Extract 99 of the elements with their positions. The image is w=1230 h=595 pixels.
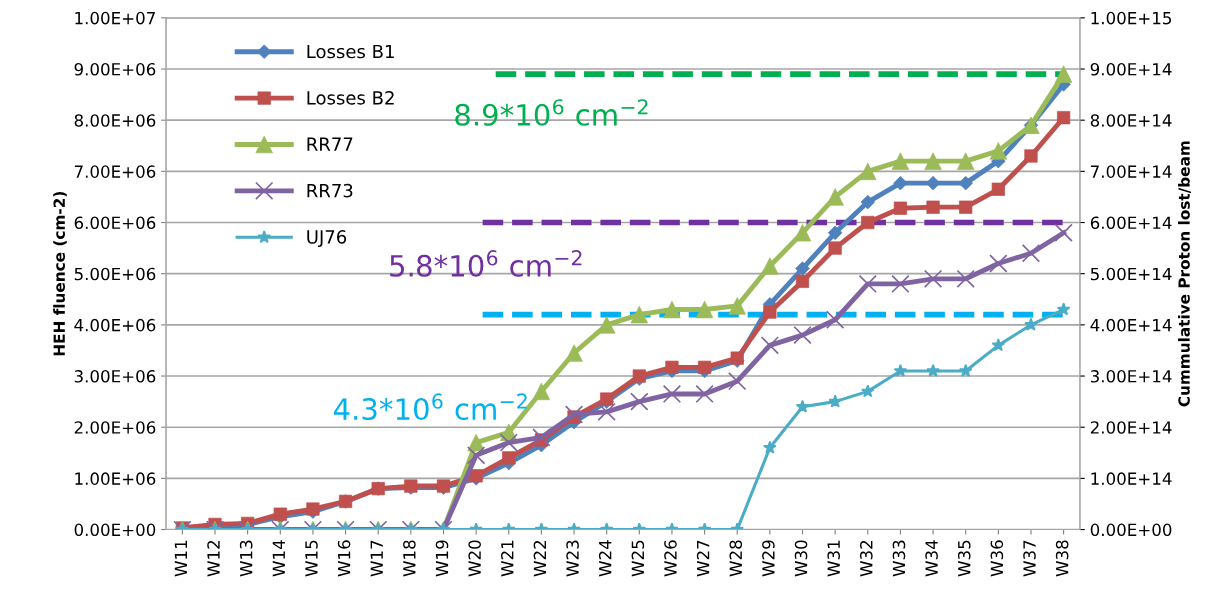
point — [923, 269, 943, 288]
point — [989, 254, 1008, 273]
y-tick-label: 0.00E+00 — [74, 523, 156, 537]
point — [861, 384, 875, 398]
y-tick-label: 5.00E+06 — [74, 267, 156, 281]
x-tick-label: W33 — [892, 540, 906, 577]
y-tick-label: 2.00E+06 — [74, 421, 156, 434]
y2-tick-label: 3.00E+14 — [1090, 370, 1172, 383]
legend-label: RR73 — [307, 183, 353, 198]
y-tick-label: 1.00E+07 — [75, 11, 155, 25]
x-tick-label: W19 — [435, 540, 449, 577]
point — [825, 310, 845, 329]
x-tick-label: W12 — [207, 540, 220, 577]
point — [893, 363, 908, 377]
ref-line-label: 5.8*10$^{6}$ cm$^{−2}$ — [390, 250, 582, 277]
legend-label: UJ76 — [307, 230, 347, 248]
y-tick-label: 4.00E+06 — [74, 318, 156, 332]
y2-tick-label: 7.00E+14 — [1091, 165, 1172, 178]
x-tick-label: W20 — [468, 540, 481, 577]
point — [1021, 244, 1041, 263]
point — [828, 394, 842, 408]
point — [1054, 223, 1073, 242]
x-tick-label: W26 — [664, 540, 677, 577]
point — [858, 274, 877, 294]
legend-label: Losses B2 — [307, 91, 394, 105]
ref-line-label: 4.3*10$^{6}$ cm$^{−2}$ — [333, 393, 527, 421]
y-tick-label: 9.00E+06 — [74, 62, 156, 76]
point — [695, 384, 714, 404]
point — [991, 182, 1005, 196]
point — [891, 274, 910, 294]
x-tick-label: W16 — [337, 540, 351, 577]
point — [597, 402, 616, 422]
x-tick-label: W35 — [957, 540, 971, 577]
x-tick-label: W14 — [272, 540, 285, 577]
point — [630, 392, 649, 411]
x-tick-label: W13 — [239, 540, 253, 577]
y2-tick-label: 2.00E+14 — [1090, 421, 1172, 434]
point — [564, 405, 584, 424]
point — [663, 300, 681, 319]
x-tick-label: W31 — [827, 540, 840, 577]
point — [1056, 302, 1071, 316]
x-tick-label: W22 — [533, 540, 546, 577]
ref-line-label: 8.9*10$^{6}$ cm$^{−2}$ — [455, 99, 648, 126]
y2-tick-label: 0.00E+00 — [1090, 523, 1172, 537]
point — [499, 433, 518, 452]
y-tick-label: 7.00E+06 — [74, 165, 156, 178]
point — [793, 325, 812, 345]
x-tick-label: W11 — [174, 540, 187, 577]
point — [532, 428, 551, 447]
y2-tick-label: 8.00E+14 — [1090, 114, 1172, 127]
x-tick-label: W15 — [305, 540, 318, 577]
point — [728, 371, 747, 391]
point — [861, 215, 875, 230]
point — [956, 269, 975, 288]
x-tick-label: W37 — [1023, 540, 1036, 577]
point — [760, 336, 780, 355]
point — [662, 384, 682, 404]
y2-tick-label: 1.00E+15 — [1091, 11, 1172, 25]
point — [1024, 317, 1038, 331]
x-tick-label: W17 — [370, 540, 383, 577]
point — [893, 201, 908, 215]
x-tick-label: W21 — [500, 540, 514, 577]
x-tick-label: W25 — [631, 540, 645, 577]
legend-label: RR77 — [307, 137, 353, 151]
y-tick-label: 6.00E+06 — [74, 216, 156, 230]
x-tick-label: W34 — [925, 540, 938, 577]
y-tick-label: 8.00E+06 — [74, 114, 156, 127]
point — [893, 175, 908, 191]
x-tick-label: W23 — [566, 540, 579, 577]
point — [926, 363, 940, 377]
point — [532, 382, 551, 401]
y2-axis-title: Cummulative Proton lost/beam — [1178, 141, 1192, 407]
y2-tick-label: 6.00E+14 — [1090, 216, 1172, 230]
y-tick-label: 3.00E+06 — [74, 370, 156, 383]
point — [958, 363, 973, 377]
point — [991, 338, 1006, 352]
y-tick-label: 1.00E+06 — [75, 472, 156, 485]
y-axis-title: HEH fluence (cm-2) — [53, 192, 67, 356]
x-tick-label: W18 — [403, 540, 416, 577]
x-tick-label: W38 — [1055, 540, 1069, 577]
y2-tick-label: 4.00E+14 — [1090, 318, 1172, 332]
point — [665, 360, 679, 374]
x-tick-label: W32 — [860, 540, 873, 577]
point — [763, 440, 777, 454]
x-tick-label: W36 — [990, 540, 1004, 577]
point — [1057, 111, 1071, 125]
x-tick-label: W24 — [598, 540, 612, 577]
x-tick-label: W28 — [729, 540, 743, 577]
x-tick-label: W29 — [762, 540, 775, 577]
x-tick-label: W30 — [794, 540, 808, 577]
y2-tick-label: 9.00E+14 — [1090, 62, 1172, 76]
legend-label: Losses B1 — [307, 44, 394, 59]
point — [795, 399, 810, 413]
x-tick-label: W27 — [696, 540, 710, 577]
y2-tick-label: 5.00E+14 — [1090, 267, 1172, 281]
y2-tick-label: 1.00E+14 — [1091, 472, 1172, 485]
point — [466, 446, 486, 465]
point — [697, 360, 712, 374]
point — [859, 162, 877, 181]
